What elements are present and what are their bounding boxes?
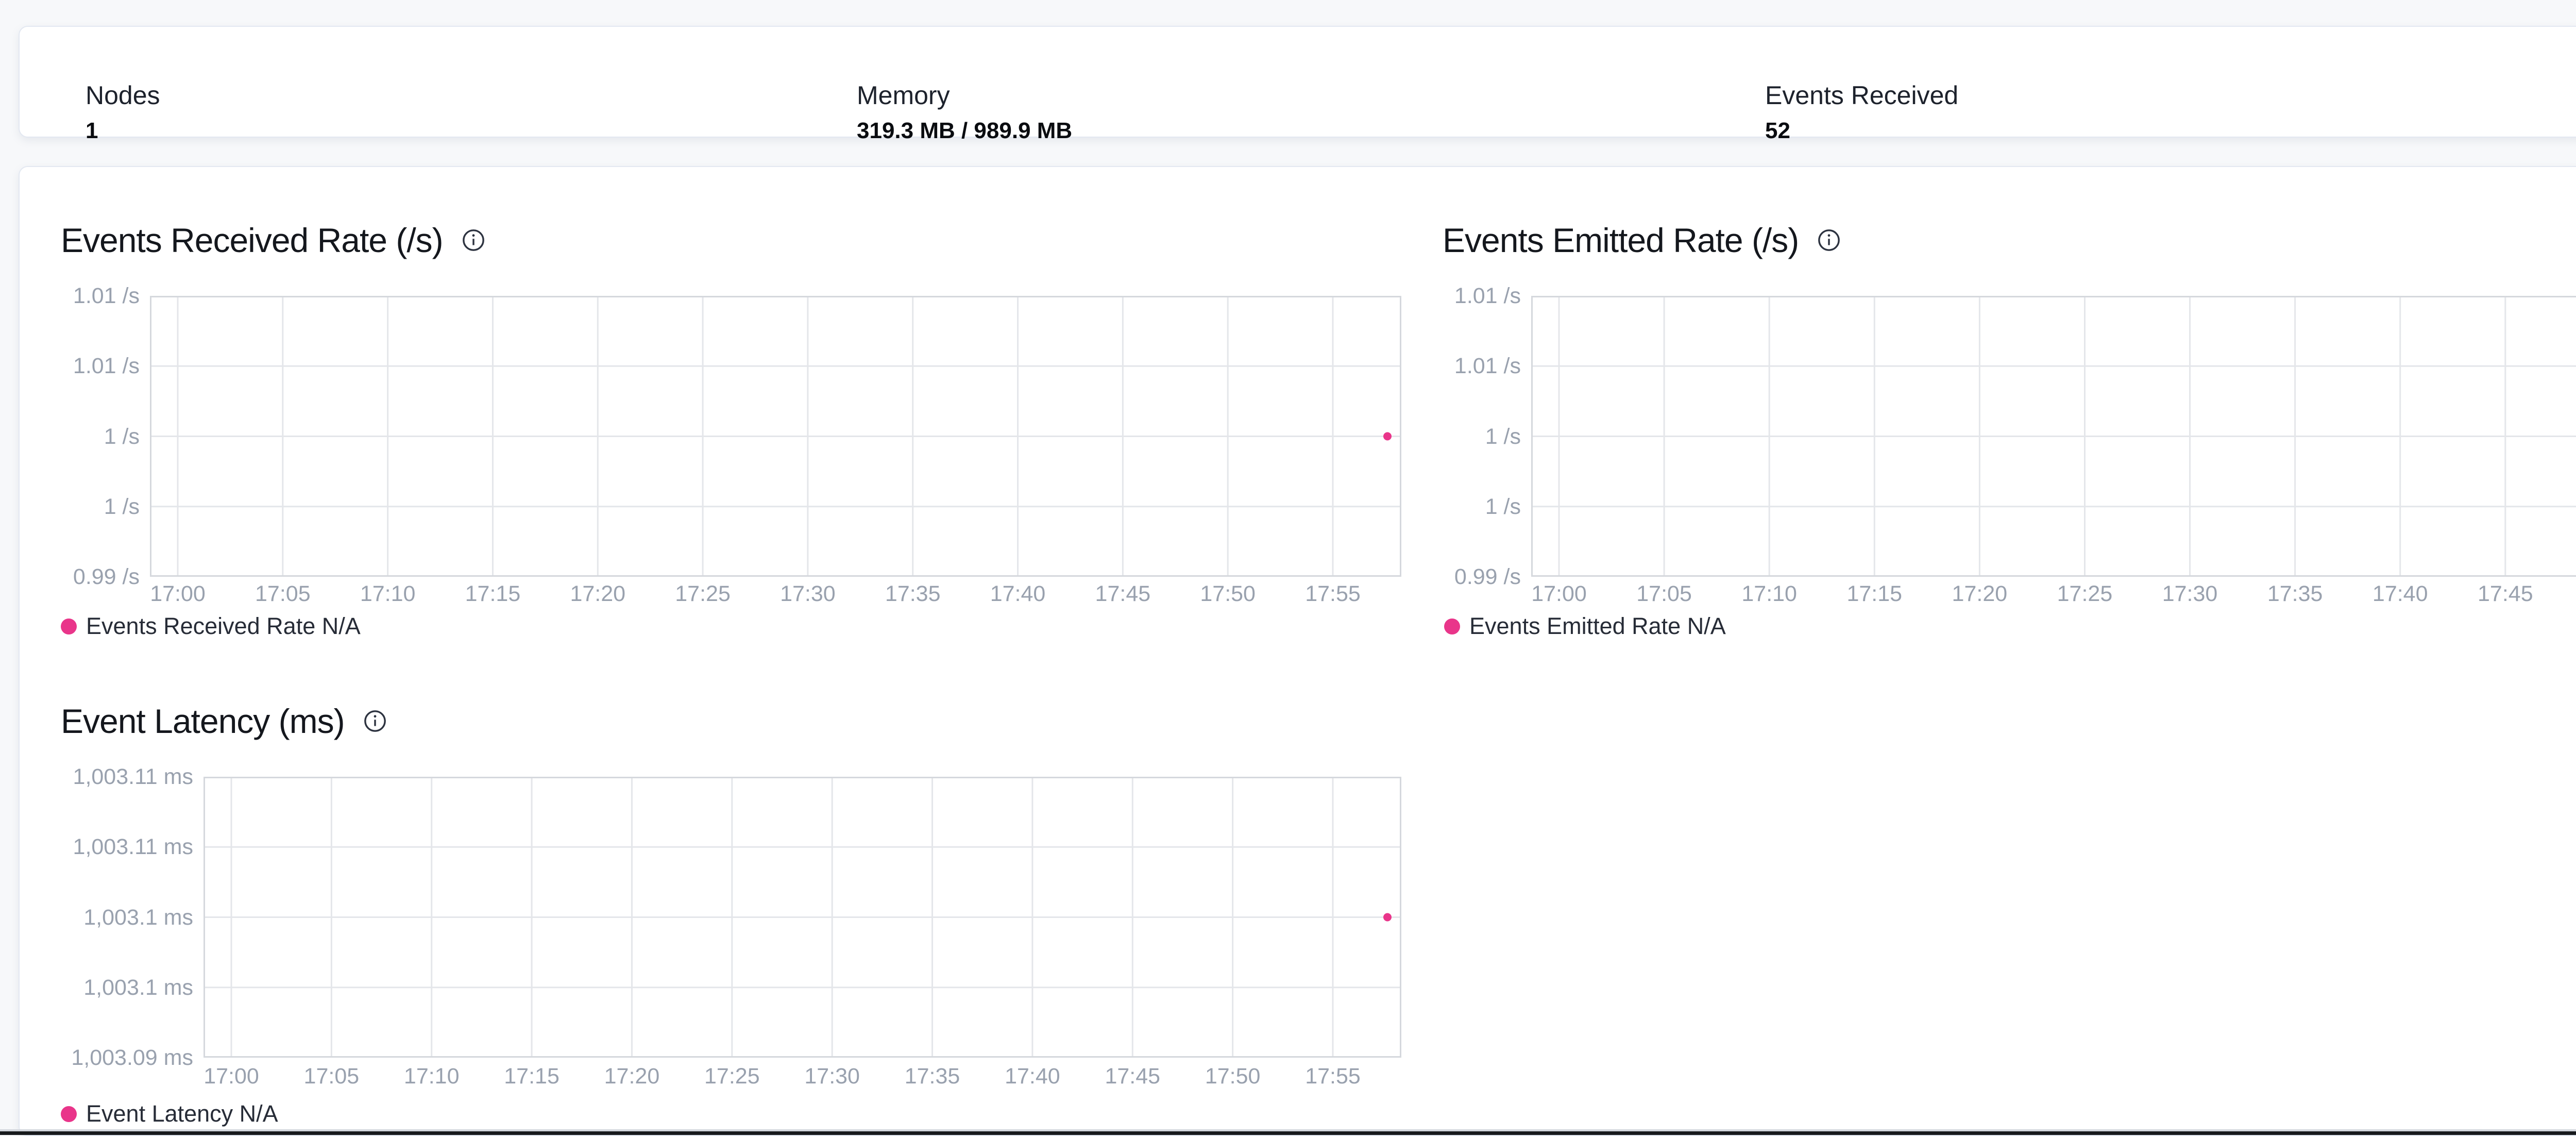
- x-axis-label: 17:45: [2449, 581, 2562, 606]
- chart-title-text: Events Emitted Rate (/s): [1443, 221, 1799, 260]
- window-bottom-edge: [0, 1131, 2576, 1135]
- stat-label: Memory: [857, 80, 1072, 110]
- legend-label: Events Received Rate N/A: [86, 613, 361, 639]
- x-axis-label: 17:40: [961, 581, 1075, 606]
- x-axis-label: 17:55: [1276, 581, 1389, 606]
- x-axis-label: 17:00: [175, 1064, 288, 1089]
- y-axis-label: 1,003.1 ms: [83, 975, 193, 1000]
- y-axis-label: 1,003.1 ms: [83, 905, 193, 930]
- chart-title-text: Event Latency (ms): [61, 701, 345, 741]
- chart-title-events-emitted-rate: Events Emitted Rate (/s): [1443, 221, 1841, 260]
- stat-memory: Memory 319.3 MB / 989.9 MB: [857, 80, 1072, 144]
- x-axis-label: 17:10: [331, 581, 445, 606]
- x-axis-label: 17:00: [1502, 581, 1616, 606]
- info-icon[interactable]: [363, 709, 387, 733]
- x-axis-label: 17:45: [1076, 1064, 1189, 1089]
- info-icon[interactable]: [462, 228, 485, 252]
- x-axis-label: 17:05: [226, 581, 340, 606]
- x-axis-label: 17:20: [541, 581, 654, 606]
- y-axis-label: 1.01 /s: [73, 354, 140, 378]
- stat-value: 52: [1765, 118, 1958, 144]
- info-icon[interactable]: [1817, 228, 1841, 252]
- stat-label: Nodes: [86, 80, 160, 110]
- x-axis-label: 17:30: [775, 1064, 889, 1089]
- plot-event-latency: [204, 777, 1401, 1058]
- y-axis-label: 1 /s: [104, 494, 140, 519]
- chart-title-event-latency: Event Latency (ms): [61, 701, 387, 741]
- stat-nodes: Nodes 1: [86, 80, 160, 144]
- x-axis-label: 17:15: [475, 1064, 588, 1089]
- y-axis-label: 1,003.11 ms: [73, 834, 193, 859]
- x-axis-label: 17:15: [436, 581, 549, 606]
- y-axis-label: 1 /s: [1485, 424, 1521, 449]
- chart-title-text: Events Received Rate (/s): [61, 221, 443, 260]
- x-axis-label: 17:40: [2344, 581, 2457, 606]
- x-axis-label: 17:55: [1276, 1064, 1389, 1089]
- x-axis-label: 17:10: [1713, 581, 1826, 606]
- x-axis-label: 17:30: [2133, 581, 2247, 606]
- x-axis-label: 17:50: [1176, 1064, 1290, 1089]
- x-axis-label: 17:50: [2554, 581, 2576, 606]
- legend-label: Events Emitted Rate N/A: [1469, 613, 1726, 639]
- stat-value: 1: [86, 118, 160, 144]
- y-axis-label: 1,003.11 ms: [73, 764, 193, 789]
- x-axis-label: 17:25: [2028, 581, 2141, 606]
- plot-events-received-rate: [150, 296, 1401, 577]
- y-axis-label: 1.01 /s: [1454, 283, 1521, 308]
- y-axis-label: 1 /s: [1485, 494, 1521, 519]
- y-axis-label: 1.01 /s: [73, 283, 140, 308]
- x-axis-label: 17:25: [675, 1064, 789, 1089]
- stat-label: Events Received: [1765, 80, 1958, 110]
- x-axis-label: 17:15: [1818, 581, 1931, 606]
- x-axis-label: 17:25: [646, 581, 759, 606]
- x-axis-label: 17:35: [2239, 581, 2352, 606]
- x-axis-label: 17:10: [375, 1064, 488, 1089]
- x-axis-label: 17:05: [275, 1064, 388, 1089]
- x-axis-label: 17:50: [1171, 581, 1284, 606]
- plot-events-emitted-rate: [1531, 296, 2576, 577]
- chart-title-events-received-rate: Events Received Rate (/s): [61, 221, 485, 260]
- x-axis-label: 17:20: [575, 1064, 688, 1089]
- legend-label: Event Latency N/A: [86, 1101, 278, 1127]
- y-axis-label: 1 /s: [104, 424, 140, 449]
- x-axis-label: 17:45: [1066, 581, 1179, 606]
- legend-dot: [61, 1106, 77, 1122]
- legend-dot: [61, 619, 77, 634]
- legend-events-received-rate[interactable]: Events Received Rate N/A: [61, 613, 361, 639]
- x-axis-label: 17:05: [1607, 581, 1721, 606]
- x-axis-label: 17:00: [121, 581, 234, 606]
- data-point: [1383, 913, 1392, 922]
- stats-summary-card: Nodes 1 Memory 319.3 MB / 989.9 MB Event…: [19, 26, 2576, 138]
- stat-value: 319.3 MB / 989.9 MB: [857, 118, 1072, 144]
- stat-events-received: Events Received 52: [1765, 80, 1958, 144]
- x-axis-label: 17:40: [976, 1064, 1089, 1089]
- legend-event-latency[interactable]: Event Latency N/A: [61, 1101, 278, 1127]
- x-axis-label: 17:30: [751, 581, 865, 606]
- y-axis-label: 1.01 /s: [1454, 354, 1521, 378]
- x-axis-label: 17:35: [856, 581, 970, 606]
- legend-dot: [1444, 619, 1460, 634]
- legend-events-emitted-rate[interactable]: Events Emitted Rate N/A: [1444, 613, 1726, 639]
- x-axis-label: 17:20: [1923, 581, 2036, 606]
- x-axis-label: 17:35: [876, 1064, 989, 1089]
